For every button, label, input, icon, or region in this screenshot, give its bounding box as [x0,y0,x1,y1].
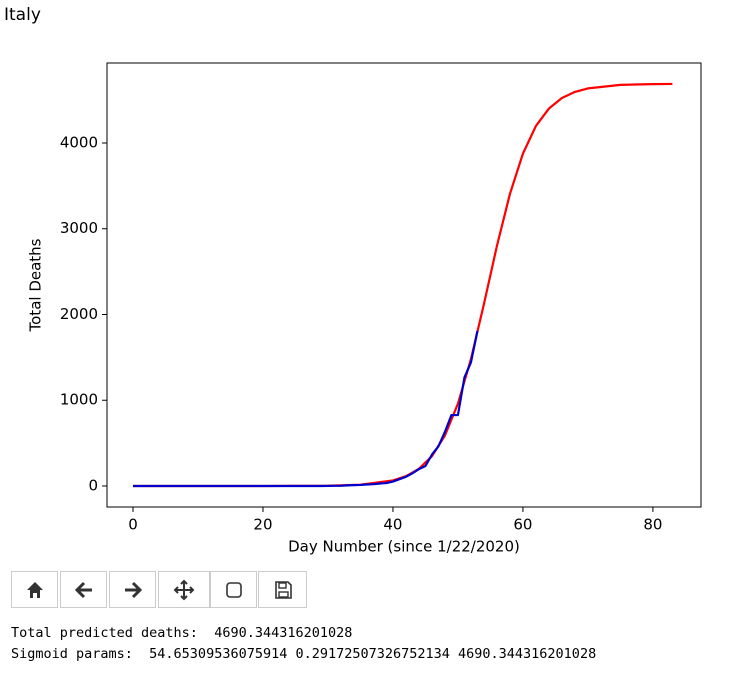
x-tick-label: 60 [513,516,532,534]
save-button[interactable] [258,571,307,608]
chart: Day Number (since 1/22/2020) Total Death… [27,62,702,556]
forward-button[interactable] [109,571,156,608]
back-button[interactable] [60,571,107,608]
zoom-button[interactable] [210,571,257,608]
x-tick-label: 80 [643,516,662,534]
y-tick-label: 4000 [60,134,98,152]
axes-frame [106,62,702,508]
output-line: Total predicted deaths: 4690.34431620102… [11,625,353,641]
output-title: Italy [4,5,41,25]
y-tick-label: 0 [88,476,98,494]
y-tick-label: 3000 [60,219,98,237]
x-axis-label: Day Number (since 1/22/2020) [288,538,520,556]
y-tick-label: 1000 [60,391,98,409]
x-tick-label: 20 [253,516,272,534]
data-line [133,82,673,488]
data-line [133,330,479,488]
x-tick-label: 0 [128,516,138,534]
pan-button[interactable] [158,571,210,608]
home-button[interactable] [11,571,58,608]
x-tick-label: 40 [383,516,402,534]
output-line: Sigmoid params: 54.65309536075914 0.2917… [11,646,597,662]
y-tick-label: 2000 [60,305,98,323]
y-axis-label: Total Deaths [27,238,45,332]
